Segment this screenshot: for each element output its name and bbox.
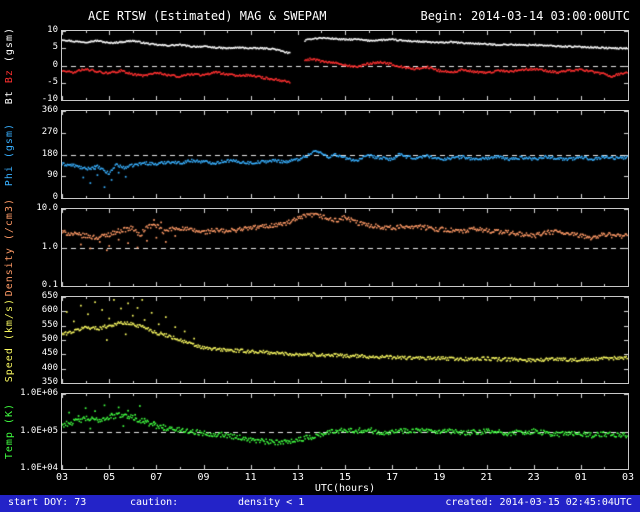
mag-plot-canvas: [62, 31, 628, 100]
footer-start-doy: start DOY: 73: [8, 497, 87, 508]
footer-caution-value: density < 1: [238, 497, 305, 508]
x-tick-label: 07: [150, 472, 163, 483]
x-tick-label: 01: [574, 472, 587, 483]
panel-phi: [61, 110, 629, 199]
y-axis-label: Speed (km/s): [4, 297, 15, 383]
footer-bar: start DOY: 73 caution: density < 1 creat…: [0, 495, 640, 512]
y-tick-label: 1.0: [41, 241, 58, 252]
y-axis-label: Temp (K): [4, 403, 15, 460]
y-tick-label: 350: [41, 377, 58, 387]
x-tick-label: 21: [480, 472, 493, 483]
y-axis-label: Bt Bz (gsm): [4, 26, 15, 105]
y-tick-label: 1.0E+06: [20, 388, 58, 398]
footer-created-timestamp: created: 2014-03-15 02:45:04UTC: [445, 497, 632, 508]
temp-plot-canvas: [62, 394, 628, 469]
y-tick-label: 0: [52, 192, 58, 202]
x-tick-label: 19: [433, 472, 446, 483]
speed-plot-canvas: [62, 297, 628, 383]
y-tick-label: 270: [41, 126, 58, 137]
y-tick-label: 650: [41, 291, 58, 301]
page-title: ACE RTSW (Estimated) MAG & SWEPAM: [88, 9, 327, 23]
y-tick-label: 5: [52, 42, 58, 53]
panel-density: [61, 208, 629, 287]
x-tick-label: 15: [338, 472, 352, 483]
y-tick-label: -10: [41, 94, 58, 104]
x-tick-label: 03: [621, 472, 635, 483]
panel-mag: [61, 30, 629, 101]
y-tick-label: 10: [47, 25, 58, 35]
footer-caution-label: caution:: [130, 497, 179, 508]
x-axis-title: UTC(hours): [314, 483, 376, 494]
x-tick-label: 05: [103, 472, 116, 483]
y-tick-label: 90: [47, 170, 58, 181]
y-tick-label: 600: [41, 305, 58, 316]
x-tick-label: 03: [55, 472, 69, 483]
y-tick-label: 180: [41, 148, 58, 159]
x-tick-label: 13: [291, 472, 304, 483]
x-tick-label: 09: [197, 472, 210, 483]
x-tick-label: 11: [244, 472, 257, 483]
panel-speed: [61, 296, 629, 384]
y-tick-label: 1.0E+04: [20, 463, 58, 473]
y-tick-label: 1.0E+05: [20, 425, 58, 436]
y-tick-label: 360: [41, 105, 58, 115]
phi-plot-canvas: [62, 111, 628, 198]
y-tick-label: 10.0: [36, 203, 58, 213]
y-axis-label: Phi (gsm): [4, 122, 15, 187]
y-tick-label: 0: [52, 59, 58, 70]
y-tick-label: 450: [41, 348, 58, 359]
y-tick-label: 400: [41, 362, 58, 373]
y-tick-label: -5: [47, 76, 58, 87]
y-tick-label: 500: [41, 334, 58, 344]
density-plot-canvas: [62, 209, 628, 286]
y-tick-label: 0.1: [41, 280, 58, 290]
y-tick-label: 550: [41, 319, 58, 330]
y-axis-label: Density (/cm3): [4, 198, 15, 297]
x-tick-label: 17: [386, 472, 399, 483]
begin-timestamp: Begin: 2014-03-14 03:00:00UTC: [420, 9, 630, 23]
panel-temp: [61, 393, 629, 470]
x-tick-label: 23: [527, 472, 540, 483]
